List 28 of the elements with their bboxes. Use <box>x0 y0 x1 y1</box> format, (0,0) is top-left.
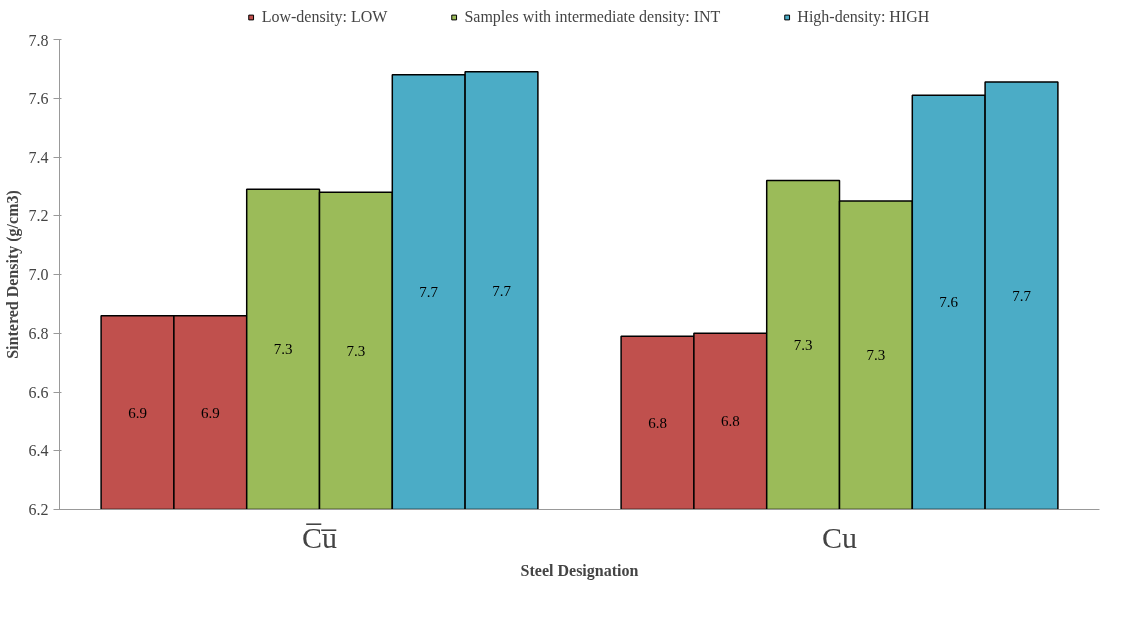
data-label: 6.9 <box>200 404 220 421</box>
y-tick-label: 7.4 <box>28 148 49 166</box>
y-axis-title: Sintered Density (g/cm3) <box>3 190 22 359</box>
data-label: 7.7 <box>419 284 439 301</box>
y-tick-label: 7.6 <box>28 89 49 107</box>
data-label: 6.9 <box>128 404 147 421</box>
y-tick-label: 6.4 <box>28 442 49 460</box>
data-label: 7.3 <box>866 347 886 364</box>
x-axis-title: Steel Designation <box>520 561 639 580</box>
data-label: 7.3 <box>793 337 813 353</box>
data-label: 7.7 <box>1012 287 1032 304</box>
y-tick-label: 7.0 <box>28 266 49 283</box>
x-tick-label: C̅u̅ <box>302 520 338 554</box>
y-tick-label: 6.2 <box>28 501 49 518</box>
y-tick-label: 7.2 <box>28 207 49 225</box>
y-tick-label: 7.8 <box>28 31 49 49</box>
data-label: 6.8 <box>648 414 667 431</box>
x-tick-label: Cu <box>822 520 858 554</box>
legend-label: Low-density: LOW <box>261 8 388 26</box>
data-label: 7.6 <box>939 294 959 311</box>
data-label: 6.8 <box>720 413 740 430</box>
data-label: 7.3 <box>346 342 366 359</box>
y-tick-label: 6.8 <box>28 324 49 342</box>
legend-label: High-density: HIGH <box>797 8 930 26</box>
data-label: 7.7 <box>492 282 512 299</box>
legend-label: Samples with intermediate density: INT <box>464 8 721 26</box>
y-tick-label: 6.6 <box>28 383 49 401</box>
data-label: 7.3 <box>273 341 293 358</box>
